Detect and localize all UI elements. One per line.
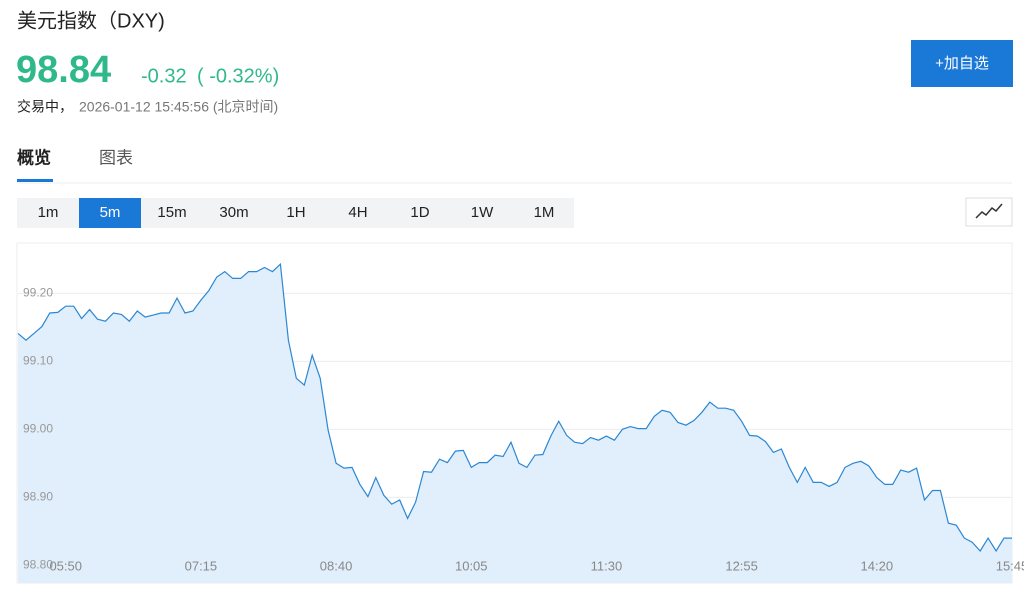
y-tick-label: 98.80 — [23, 557, 53, 571]
period-button[interactable]: 1W — [471, 204, 494, 221]
title: 美元指数（DXY) — [17, 9, 165, 32]
price: 98.84 — [16, 49, 111, 91]
period-button[interactable]: 4H — [348, 204, 367, 221]
tab[interactable]: 概览 — [17, 147, 51, 167]
period-button[interactable]: 1H — [286, 204, 305, 221]
x-tick-label: 14:20 — [861, 558, 894, 573]
period-active[interactable] — [79, 198, 141, 228]
timestamp: 2026-01-12 15:45:56 (北京时间) — [79, 99, 278, 115]
x-tick-label: 08:40 — [320, 558, 353, 573]
period-button[interactable]: 1M — [534, 204, 555, 221]
x-tick-label: 11:30 — [591, 558, 623, 573]
x-tick-label: 15:45 — [996, 558, 1024, 573]
x-tick-label: 07:15 — [185, 558, 218, 573]
change: -0.32 — [141, 65, 187, 87]
x-tick-label: 10:05 — [455, 558, 488, 573]
y-tick-label: 98.90 — [23, 489, 53, 503]
chart-type-icon[interactable] — [975, 203, 1003, 219]
price-line — [17, 262, 1012, 553]
area-fill — [18, 264, 1012, 583]
period-button[interactable]: 1D — [410, 204, 429, 221]
y-tick-label: 99.10 — [23, 353, 53, 367]
change-percent: ( -0.32%) — [197, 65, 279, 87]
y-tick-label: 99.00 — [23, 421, 53, 435]
period-button[interactable]: 5m — [100, 204, 121, 221]
x-tick-label: 05:50 — [49, 558, 82, 573]
period-button[interactable]: 30m — [219, 204, 248, 221]
add-button[interactable] — [911, 40, 1013, 87]
tab-indicator — [17, 179, 53, 182]
x-tick-label: 12:55 — [725, 558, 758, 573]
add-button-label[interactable]: +加自选 — [935, 55, 989, 72]
y-tick-label: 99.20 — [23, 285, 53, 299]
tab[interactable]: 图表 — [99, 148, 133, 167]
period-button[interactable]: 15m — [157, 204, 186, 221]
status: 交易中， — [17, 99, 73, 115]
period-button[interactable]: 1m — [38, 204, 59, 221]
